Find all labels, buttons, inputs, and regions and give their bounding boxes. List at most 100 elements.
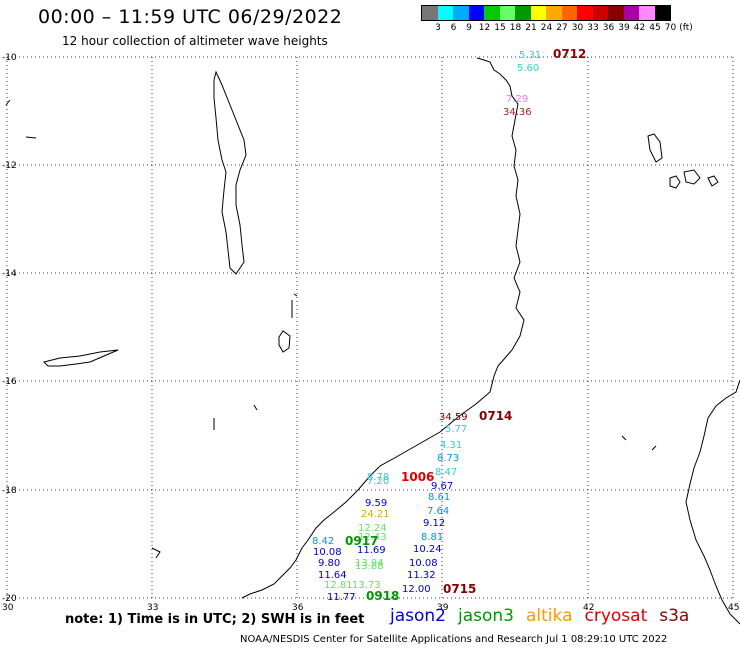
- legend-label: 3: [435, 23, 441, 33]
- legend-swatch: [546, 6, 562, 20]
- legend-label: 27: [556, 23, 568, 33]
- wave-height-label: 5.60: [517, 63, 539, 74]
- lake-islands: [278, 293, 298, 353]
- note-text: note: 1) Time is in UTC; 2) SWH is in fe…: [65, 612, 365, 627]
- wave-height-label: 10.08: [313, 547, 342, 558]
- wave-height-label: 12.24: [358, 523, 387, 534]
- wave-height-label: 8.78: [367, 472, 389, 483]
- legend-label: 30: [571, 23, 584, 33]
- lon-tick-label: 42: [583, 603, 594, 613]
- legend-label: 42: [633, 23, 646, 33]
- legend-swatch: [484, 6, 500, 20]
- color-scale-labels: 3 6 9 12 15 18 21 24 27 30 33 36 39 42 45 70 (ft): [421, 23, 693, 37]
- small-islands: [151, 404, 657, 559]
- wave-height-label: 13.94: [355, 558, 384, 569]
- legend-label: 33: [587, 23, 599, 33]
- wave-height-label: 9.67: [431, 481, 453, 492]
- lake-outline-west: [5, 99, 37, 139]
- legend-label: 45: [649, 23, 661, 33]
- wave-height-label: 5.77: [445, 424, 467, 435]
- wave-height-label: 13.88: [355, 561, 384, 572]
- legend-label: 6: [450, 23, 457, 33]
- legend-swatch: [499, 6, 515, 20]
- lat-tick-label: -14: [2, 269, 17, 279]
- legend-label: 36: [602, 23, 615, 33]
- legend-swatch: [453, 6, 469, 20]
- wave-height-label: 13.73: [352, 580, 381, 591]
- legend-label: 24: [540, 23, 553, 33]
- wave-height-label: 8.42: [312, 536, 334, 547]
- wave-height-label: 9.59: [365, 498, 387, 509]
- lon-tick-label: 39: [437, 603, 449, 613]
- lat-tick-label: -18: [2, 486, 17, 496]
- lon-tick-label: 33: [147, 603, 158, 613]
- map-title: 00:00 – 11:59 UTC 06/29/2022: [38, 6, 343, 28]
- coastline: [5, 57, 740, 625]
- legend-swatch: [623, 6, 639, 20]
- wave-height-label: 12.43: [358, 532, 387, 543]
- pass-time-label: 0918: [366, 589, 399, 603]
- wave-height-label: 7.29: [506, 94, 528, 105]
- legend-swatch: [437, 6, 453, 20]
- legend-label: 12: [478, 23, 491, 33]
- east-africa-coastline: [241, 57, 525, 599]
- legend-swatch: [639, 6, 655, 20]
- legend-swatch: [530, 6, 546, 20]
- wave-height-label: 34.36: [503, 107, 532, 118]
- cahora-bassa-outline: [43, 349, 119, 367]
- wave-height-label: 7.64: [427, 506, 449, 517]
- legend-swatch: [592, 6, 608, 20]
- wave-height-label: 8.73: [437, 453, 459, 464]
- legend-swatch: [468, 6, 484, 20]
- legend-swatch: [654, 6, 670, 20]
- lon-tick-label: 30: [2, 603, 14, 613]
- color-scale-legend: 3 6 9 12 15 18 21 24 27 30 33 36 39 42 45 70 (ft): [421, 5, 693, 37]
- wave-height-label: 8.81: [421, 532, 443, 543]
- mission-legend-cryosat: cryosat: [584, 606, 648, 626]
- lake-malawi-outline: [213, 70, 247, 275]
- legend-label: (ft): [679, 23, 693, 33]
- color-scale-bar: [421, 5, 671, 21]
- mission-legend-jason3: jason3: [458, 606, 514, 626]
- map-subtitle: 12 hour collection of altimeter wave hei…: [62, 34, 328, 48]
- wave-height-label: 9.80: [318, 558, 340, 569]
- legend-label: 70: [664, 23, 677, 33]
- lat-tick-label: -20: [2, 594, 17, 604]
- wave-height-label: 34.59: [439, 412, 468, 423]
- pass-time-label: 0712: [553, 47, 586, 61]
- legend-swatch: [608, 6, 624, 20]
- pass-time-label: 0714: [479, 409, 512, 423]
- mission-legend-jason2: jason2: [390, 606, 446, 626]
- wave-height-label: 11.69: [357, 545, 386, 556]
- legend-swatch: [422, 6, 438, 20]
- lat-lon-grid: [6, 56, 734, 599]
- lon-tick-label: 36: [292, 603, 304, 613]
- wave-height-label: 5.31: [519, 50, 541, 61]
- legend-label: 9: [466, 23, 472, 33]
- legend-label: 39: [618, 23, 630, 33]
- wave-height-label: 7.20: [367, 476, 389, 487]
- wave-height-label: 9.12: [423, 518, 445, 529]
- wave-height-label: 11.64: [318, 570, 347, 581]
- pass-time-label: 1006: [401, 470, 434, 484]
- wave-height-points: 5.31 5.60 0712 7.29 34.36 34.59 0714 5.77 4.31 8.…: [312, 47, 586, 603]
- comoros-islands: [647, 133, 719, 189]
- pass-time-label: 0715: [443, 582, 476, 596]
- wave-height-label: 8.61: [428, 492, 450, 503]
- mission-legend: jason2 jason3 altika cryosat s3a: [390, 606, 701, 626]
- wave-height-label: 4.31: [440, 440, 462, 451]
- mission-legend-s3a: s3a: [659, 606, 690, 626]
- legend-swatch: [561, 6, 577, 20]
- wave-height-label: 12.81: [324, 580, 353, 591]
- legend-label: 15: [494, 23, 506, 33]
- legend-swatch: [515, 6, 531, 20]
- mission-legend-altika: altika: [526, 606, 573, 626]
- lat-tick-label: -12: [2, 161, 17, 171]
- wave-height-label: 11.77: [327, 592, 356, 603]
- credit-text: NOAA/NESDIS Center for Satellite Applica…: [240, 634, 668, 645]
- legend-swatch: [577, 6, 593, 20]
- madagascar-coastline: [685, 379, 740, 625]
- wave-height-label: 11.32: [407, 570, 436, 581]
